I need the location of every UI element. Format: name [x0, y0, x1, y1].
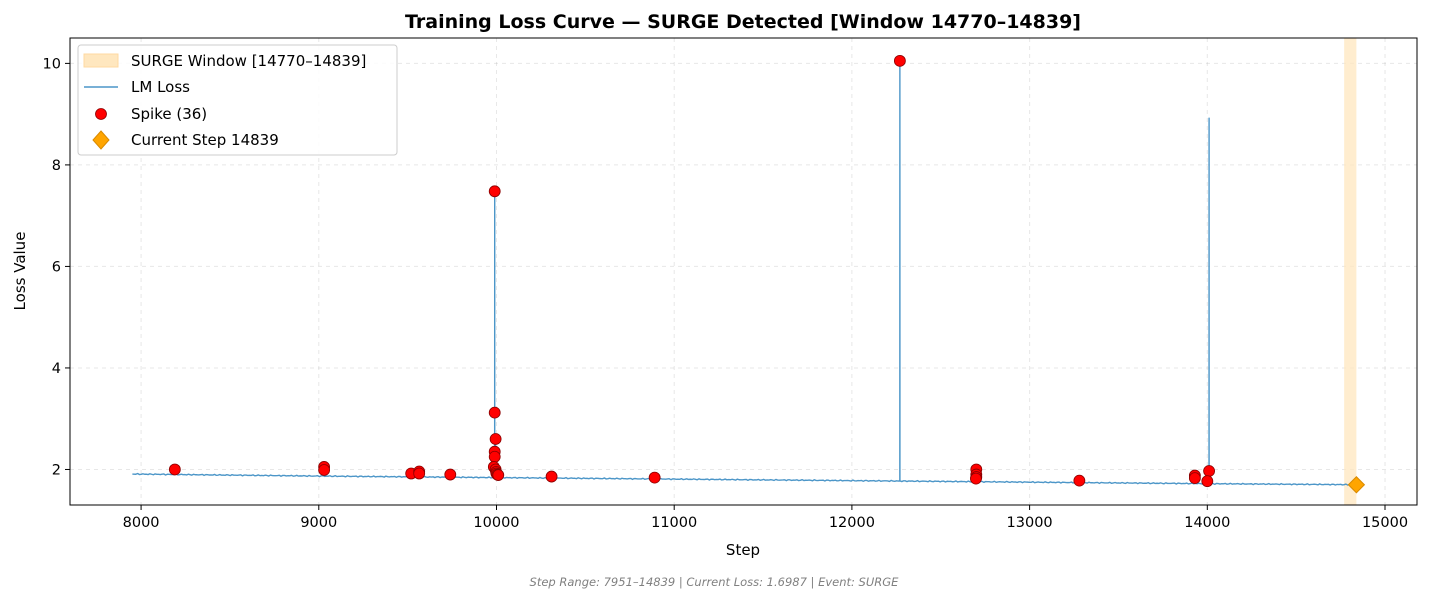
spike-point [168, 463, 181, 476]
surge-window-band [1344, 38, 1357, 505]
y-tick-label: 2 [52, 462, 61, 478]
x-axis-ticks: 8000 9000 10000 11000 12000 13000 14000 15000 [123, 505, 1408, 531]
x-axis-label: Step [726, 541, 760, 559]
legend-loss-label: LM Loss [131, 78, 190, 96]
y-axis-ticks: 2 4 6 8 10 [43, 56, 70, 478]
spike-point [1073, 474, 1086, 487]
footer-caption: Step Range: 7951–14839 | Current Loss: 1… [530, 575, 900, 589]
spike-point [1188, 472, 1201, 484]
legend-current-label: Current Step 14839 [131, 131, 279, 149]
chart-title: Training Loss Curve — SURGE Detected [Wi… [405, 11, 1081, 33]
current-step-marker [1347, 476, 1366, 494]
spike-point [492, 469, 505, 481]
current-step-series [1347, 476, 1366, 494]
x-tick-label: 15000 [1362, 515, 1408, 531]
spike-point [545, 470, 558, 483]
y-tick-label: 8 [52, 158, 61, 174]
spike-point [444, 468, 457, 481]
spike-point [1201, 475, 1214, 488]
x-tick-label: 11000 [651, 515, 697, 531]
surge-window-rect [1344, 38, 1357, 505]
spike-point [413, 467, 426, 480]
legend-current-marker [92, 130, 110, 150]
y-axis-label: Loss Value [11, 232, 29, 311]
spike-series [168, 54, 1215, 488]
legend-box [77, 44, 398, 156]
legend: SURGE Window [14770–14839] LM Loss Spike… [77, 44, 398, 156]
y-tick-label: 6 [52, 259, 61, 275]
spike-point [488, 185, 501, 198]
loss-series [132, 60, 1357, 486]
spike-point [648, 471, 661, 484]
spike-point [489, 433, 502, 445]
x-tick-label: 10000 [473, 515, 519, 531]
x-tick-label: 14000 [1184, 515, 1230, 531]
legend-window-label: SURGE Window [14770–14839] [131, 52, 366, 70]
legend-window-swatch [83, 53, 119, 68]
x-tick-label: 13000 [1007, 515, 1053, 531]
x-tick-label: 8000 [123, 515, 160, 531]
loss-line [132, 60, 1357, 486]
legend-spike-marker [95, 108, 107, 120]
spike-point [488, 406, 501, 419]
y-tick-label: 4 [52, 361, 61, 377]
plot-frame [69, 37, 1418, 506]
spike-point [1203, 465, 1215, 477]
x-tick-label: 12000 [829, 515, 875, 531]
spike-point [970, 472, 982, 485]
spike-point [318, 464, 331, 476]
spike-point [488, 450, 501, 463]
grid [70, 38, 1417, 505]
legend-spike-label: Spike (36) [131, 105, 207, 123]
x-tick-label: 9000 [300, 515, 337, 531]
y-tick-label: 10 [43, 56, 61, 72]
spike-point [893, 54, 906, 67]
